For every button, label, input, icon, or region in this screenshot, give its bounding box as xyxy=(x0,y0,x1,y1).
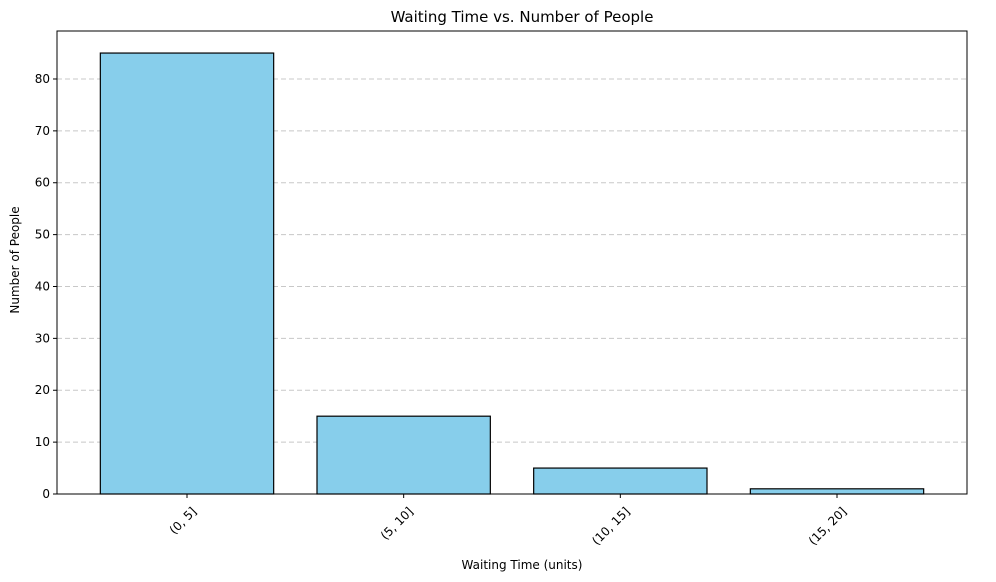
bar-3 xyxy=(750,489,923,494)
y-tick-label: 10 xyxy=(35,435,50,449)
y-tick-label: 80 xyxy=(35,72,50,86)
chart-title: Waiting Time vs. Number of People xyxy=(391,8,654,26)
x-axis-ticks: (0, 5] (5, 10] (10, 15] (15, 20] xyxy=(167,494,850,548)
y-tick-label: 30 xyxy=(35,331,50,345)
y-tick-label: 20 xyxy=(35,383,50,397)
y-tick-label: 0 xyxy=(42,487,50,501)
y-axis-ticks: 0 10 20 30 40 50 60 70 80 xyxy=(35,72,57,501)
bar-2 xyxy=(534,468,707,494)
y-tick-label: 70 xyxy=(35,124,50,138)
y-tick-label: 50 xyxy=(35,228,50,242)
x-axis-label: Waiting Time (units) xyxy=(462,558,583,572)
x-tick-label: (0, 5] xyxy=(167,504,200,537)
bars xyxy=(100,53,923,494)
x-tick-label: (5, 10] xyxy=(378,504,416,542)
y-tick-label: 40 xyxy=(35,279,50,293)
y-axis-label: Number of People xyxy=(8,206,22,313)
bar-0 xyxy=(100,53,273,494)
bar-1 xyxy=(317,416,490,494)
y-tick-label: 60 xyxy=(35,176,50,190)
x-tick-label: (10, 15] xyxy=(589,504,633,548)
x-tick-label: (15, 20] xyxy=(806,504,850,548)
